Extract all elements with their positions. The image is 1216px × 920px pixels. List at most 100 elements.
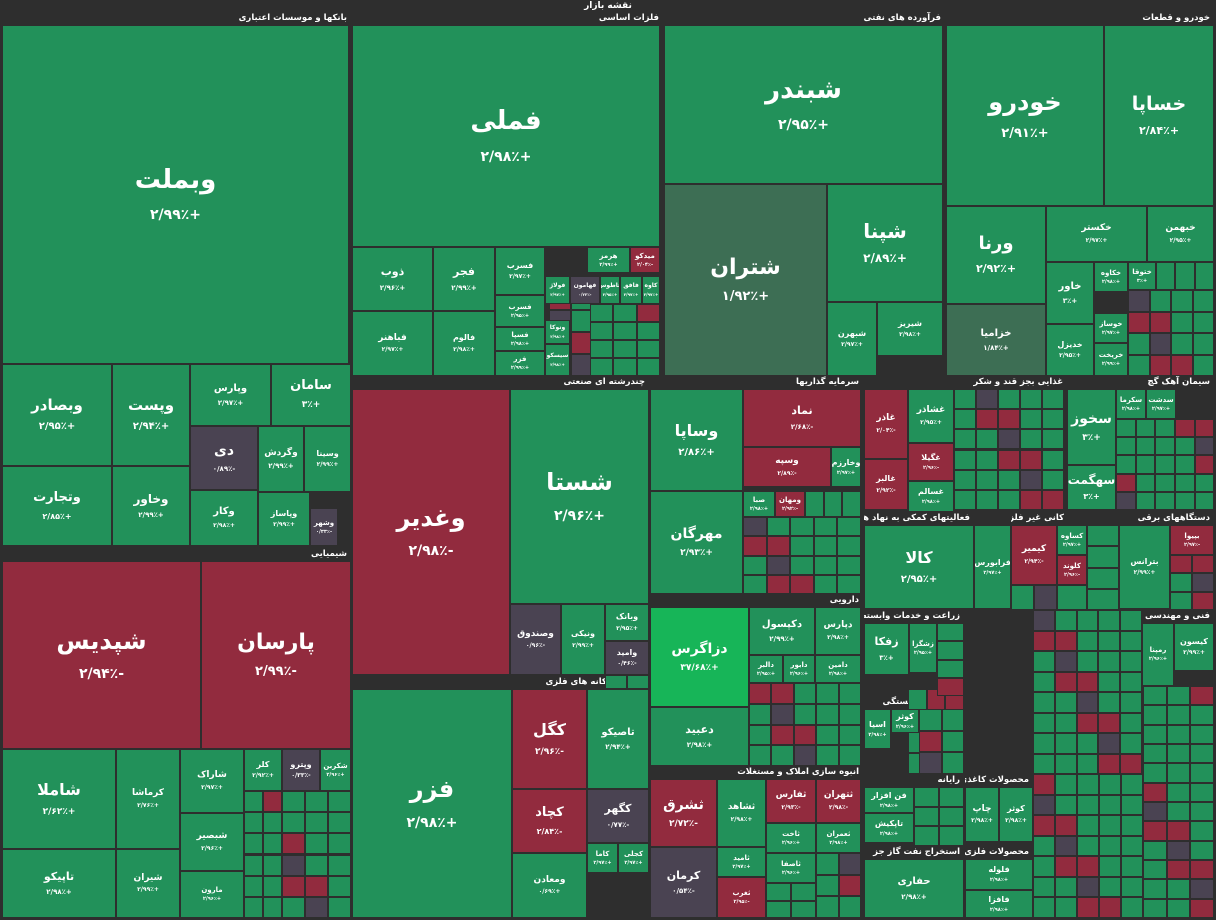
- symbol-tile[interactable]: غگیلا -۲/۹۶٪: [908, 443, 954, 481]
- small-symbol-tile[interactable]: [1076, 733, 1099, 754]
- small-symbol-tile[interactable]: [941, 709, 964, 731]
- small-symbol-tile[interactable]: [1121, 835, 1143, 857]
- small-symbol-tile[interactable]: [1054, 651, 1077, 672]
- symbol-tile[interactable]: زفکا +۳٪: [864, 623, 909, 675]
- small-symbol-tile[interactable]: [1190, 879, 1214, 899]
- small-symbol-tile[interactable]: [1033, 774, 1055, 795]
- small-symbol-tile[interactable]: [1033, 610, 1055, 631]
- symbol-tile[interactable]: فن افزار +۲/۹۸٪: [864, 787, 914, 813]
- symbol-tile[interactable]: ذوب +۲/۹۶٪: [352, 247, 433, 311]
- small-symbol-tile[interactable]: [816, 896, 839, 918]
- symbol-tile[interactable]: خدیزل +۲/۹۵٪: [1046, 324, 1094, 376]
- small-symbol-tile[interactable]: [1190, 840, 1214, 860]
- small-symbol-tile[interactable]: [998, 449, 1020, 470]
- symbol-tile[interactable]: وامید -۰/۴۶٪: [605, 641, 649, 675]
- symbol-tile[interactable]: کاما +۲/۹۷٪: [587, 843, 618, 873]
- symbol-tile[interactable]: ثاخت +۲/۹۶٪: [766, 823, 816, 853]
- small-symbol-tile[interactable]: [1077, 794, 1099, 816]
- small-symbol-tile[interactable]: [1034, 585, 1057, 610]
- small-symbol-tile[interactable]: [1143, 782, 1167, 802]
- small-symbol-tile[interactable]: [1054, 610, 1077, 631]
- small-symbol-tile[interactable]: [1143, 744, 1167, 764]
- symbol-tile[interactable]: خزامیا +۱/۸۴٪: [946, 304, 1046, 376]
- small-symbol-tile[interactable]: [837, 517, 861, 537]
- small-symbol-tile[interactable]: [328, 833, 351, 855]
- small-symbol-tile[interactable]: [749, 745, 772, 766]
- small-symbol-tile[interactable]: [1098, 692, 1121, 713]
- symbol-tile[interactable]: بپیوا -۲/۹۷٪: [1170, 525, 1214, 555]
- symbol-tile[interactable]: غاذر -۲/۰۴٪: [864, 389, 908, 459]
- symbol-tile[interactable]: وبصادر +۲/۹۵٪: [2, 364, 112, 466]
- small-symbol-tile[interactable]: [998, 409, 1020, 430]
- small-symbol-tile[interactable]: [1087, 567, 1119, 589]
- symbol-tile[interactable]: وغدیر -۲/۹۸٪: [352, 389, 510, 675]
- small-symbol-tile[interactable]: [613, 304, 637, 322]
- small-symbol-tile[interactable]: [1143, 821, 1167, 841]
- small-symbol-tile[interactable]: [1171, 311, 1193, 333]
- small-symbol-tile[interactable]: [919, 709, 942, 731]
- symbol-tile[interactable]: وپترو -۰/۳۳٪: [282, 749, 320, 791]
- small-symbol-tile[interactable]: [954, 449, 976, 470]
- symbol-tile[interactable]: وتجارت +۲/۸۵٪: [2, 466, 112, 546]
- small-symbol-tile[interactable]: [954, 469, 976, 490]
- small-symbol-tile[interactable]: [1166, 763, 1191, 783]
- small-symbol-tile[interactable]: [1077, 835, 1099, 857]
- symbol-tile[interactable]: ورنا +۲/۹۲٪: [946, 206, 1046, 304]
- small-symbol-tile[interactable]: [1166, 879, 1191, 899]
- small-symbol-tile[interactable]: [743, 555, 767, 575]
- small-symbol-tile[interactable]: [1166, 860, 1191, 880]
- small-symbol-tile[interactable]: [1171, 333, 1193, 355]
- symbol-tile[interactable]: بترانس +۲/۹۹٪: [1119, 525, 1170, 609]
- small-symbol-tile[interactable]: [837, 574, 861, 594]
- small-symbol-tile[interactable]: [1076, 651, 1099, 672]
- symbol-tile[interactable]: مهرگان +۲/۹۳٪: [650, 491, 743, 594]
- small-symbol-tile[interactable]: [766, 517, 791, 537]
- symbol-tile[interactable]: ومعادن +۰/۶۹٪: [512, 853, 587, 918]
- small-symbol-tile[interactable]: [1170, 573, 1192, 592]
- small-symbol-tile[interactable]: [791, 900, 816, 918]
- symbol-tile[interactable]: ونیکی +۲/۹۹٪: [561, 604, 605, 675]
- small-symbol-tile[interactable]: [1143, 840, 1167, 860]
- small-symbol-tile[interactable]: [1042, 429, 1064, 450]
- small-symbol-tile[interactable]: [1143, 686, 1167, 706]
- small-symbol-tile[interactable]: [939, 806, 964, 827]
- small-symbol-tile[interactable]: [1099, 774, 1121, 795]
- small-symbol-tile[interactable]: [914, 787, 939, 807]
- symbol-tile[interactable]: فملی +۲/۹۸٪: [352, 25, 660, 247]
- small-symbol-tile[interactable]: [1149, 290, 1171, 312]
- small-symbol-tile[interactable]: [749, 724, 772, 746]
- small-symbol-tile[interactable]: [305, 896, 328, 918]
- small-symbol-tile[interactable]: [1116, 455, 1136, 474]
- symbol-tile[interactable]: کجلی +۲/۹۷٪: [618, 843, 649, 873]
- small-symbol-tile[interactable]: [1055, 835, 1077, 857]
- small-symbol-tile[interactable]: [1175, 419, 1195, 438]
- symbol-tile[interactable]: خاور +۳٪: [1046, 262, 1094, 324]
- small-symbol-tile[interactable]: [1077, 897, 1099, 918]
- small-symbol-tile[interactable]: [1143, 724, 1167, 744]
- small-symbol-tile[interactable]: [282, 875, 305, 897]
- small-symbol-tile[interactable]: [1120, 753, 1142, 774]
- symbol-tile[interactable]: چاپ +۲/۹۸٪: [965, 787, 999, 842]
- small-symbol-tile[interactable]: [838, 896, 861, 918]
- small-symbol-tile[interactable]: [790, 517, 814, 537]
- symbol-tile[interactable]: شبهرن +۲/۹۷٪: [827, 302, 877, 376]
- small-symbol-tile[interactable]: [328, 854, 351, 876]
- small-symbol-tile[interactable]: [743, 536, 767, 556]
- small-symbol-tile[interactable]: [1087, 525, 1119, 547]
- small-symbol-tile[interactable]: [1120, 630, 1142, 651]
- small-symbol-tile[interactable]: [771, 745, 794, 766]
- small-symbol-tile[interactable]: [1042, 469, 1064, 490]
- small-symbol-tile[interactable]: [613, 322, 637, 340]
- small-symbol-tile[interactable]: [1076, 671, 1099, 692]
- small-symbol-tile[interactable]: [766, 536, 791, 556]
- small-symbol-tile[interactable]: [1099, 794, 1121, 816]
- small-symbol-tile[interactable]: [244, 833, 263, 855]
- small-symbol-tile[interactable]: [816, 703, 839, 725]
- symbol-tile[interactable]: سهگمت +۳٪: [1067, 465, 1116, 510]
- small-symbol-tile[interactable]: [1149, 354, 1171, 376]
- symbol-tile[interactable]: خبهمن +۲/۹۵٪: [1147, 206, 1214, 262]
- symbol-tile[interactable]: تاپیکو +۲/۹۸٪: [2, 849, 116, 918]
- symbol-tile[interactable]: وگردش +۲/۹۹٪: [258, 426, 304, 492]
- symbol-tile[interactable]: کرمان -۰/۵۴٪: [650, 847, 717, 918]
- small-symbol-tile[interactable]: [1087, 588, 1119, 610]
